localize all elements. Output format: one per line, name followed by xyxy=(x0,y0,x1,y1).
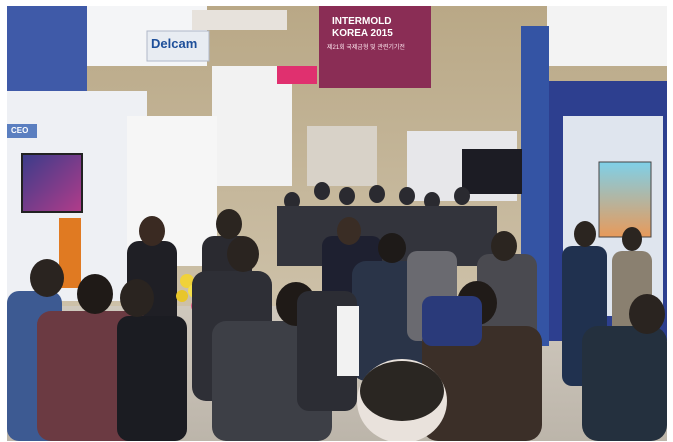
right-booth-screen xyxy=(598,161,652,238)
crowd-foreground xyxy=(7,236,667,441)
banner-line2: KOREA 2015 xyxy=(332,28,393,39)
banner-line3: 제21회 국제금형 및 관련기기전 xyxy=(327,45,405,51)
booth-tv-screen xyxy=(21,153,83,213)
back-booth-screen xyxy=(462,149,522,194)
left-booth-panel xyxy=(7,6,87,96)
banner-line1: INTERMOLD xyxy=(332,16,392,27)
ceo-badge: CEO xyxy=(11,126,29,135)
expo-photo: INTERMOLD KOREA 2015 제21회 국제금형 및 관련기기전 D… xyxy=(7,6,667,441)
small-logo-badge xyxy=(7,124,37,138)
white-booth-column xyxy=(212,66,292,186)
orange-machine xyxy=(59,218,81,288)
expo-hall-scene xyxy=(7,6,667,441)
delcam-sign: Delcam xyxy=(151,36,198,51)
back-wall xyxy=(307,126,377,186)
right-booth-top xyxy=(547,6,667,66)
delcam-sign-box xyxy=(146,30,210,62)
top-sign-strip xyxy=(192,10,287,30)
intermold-banner xyxy=(319,6,431,88)
pink-booth-sign xyxy=(277,66,317,84)
